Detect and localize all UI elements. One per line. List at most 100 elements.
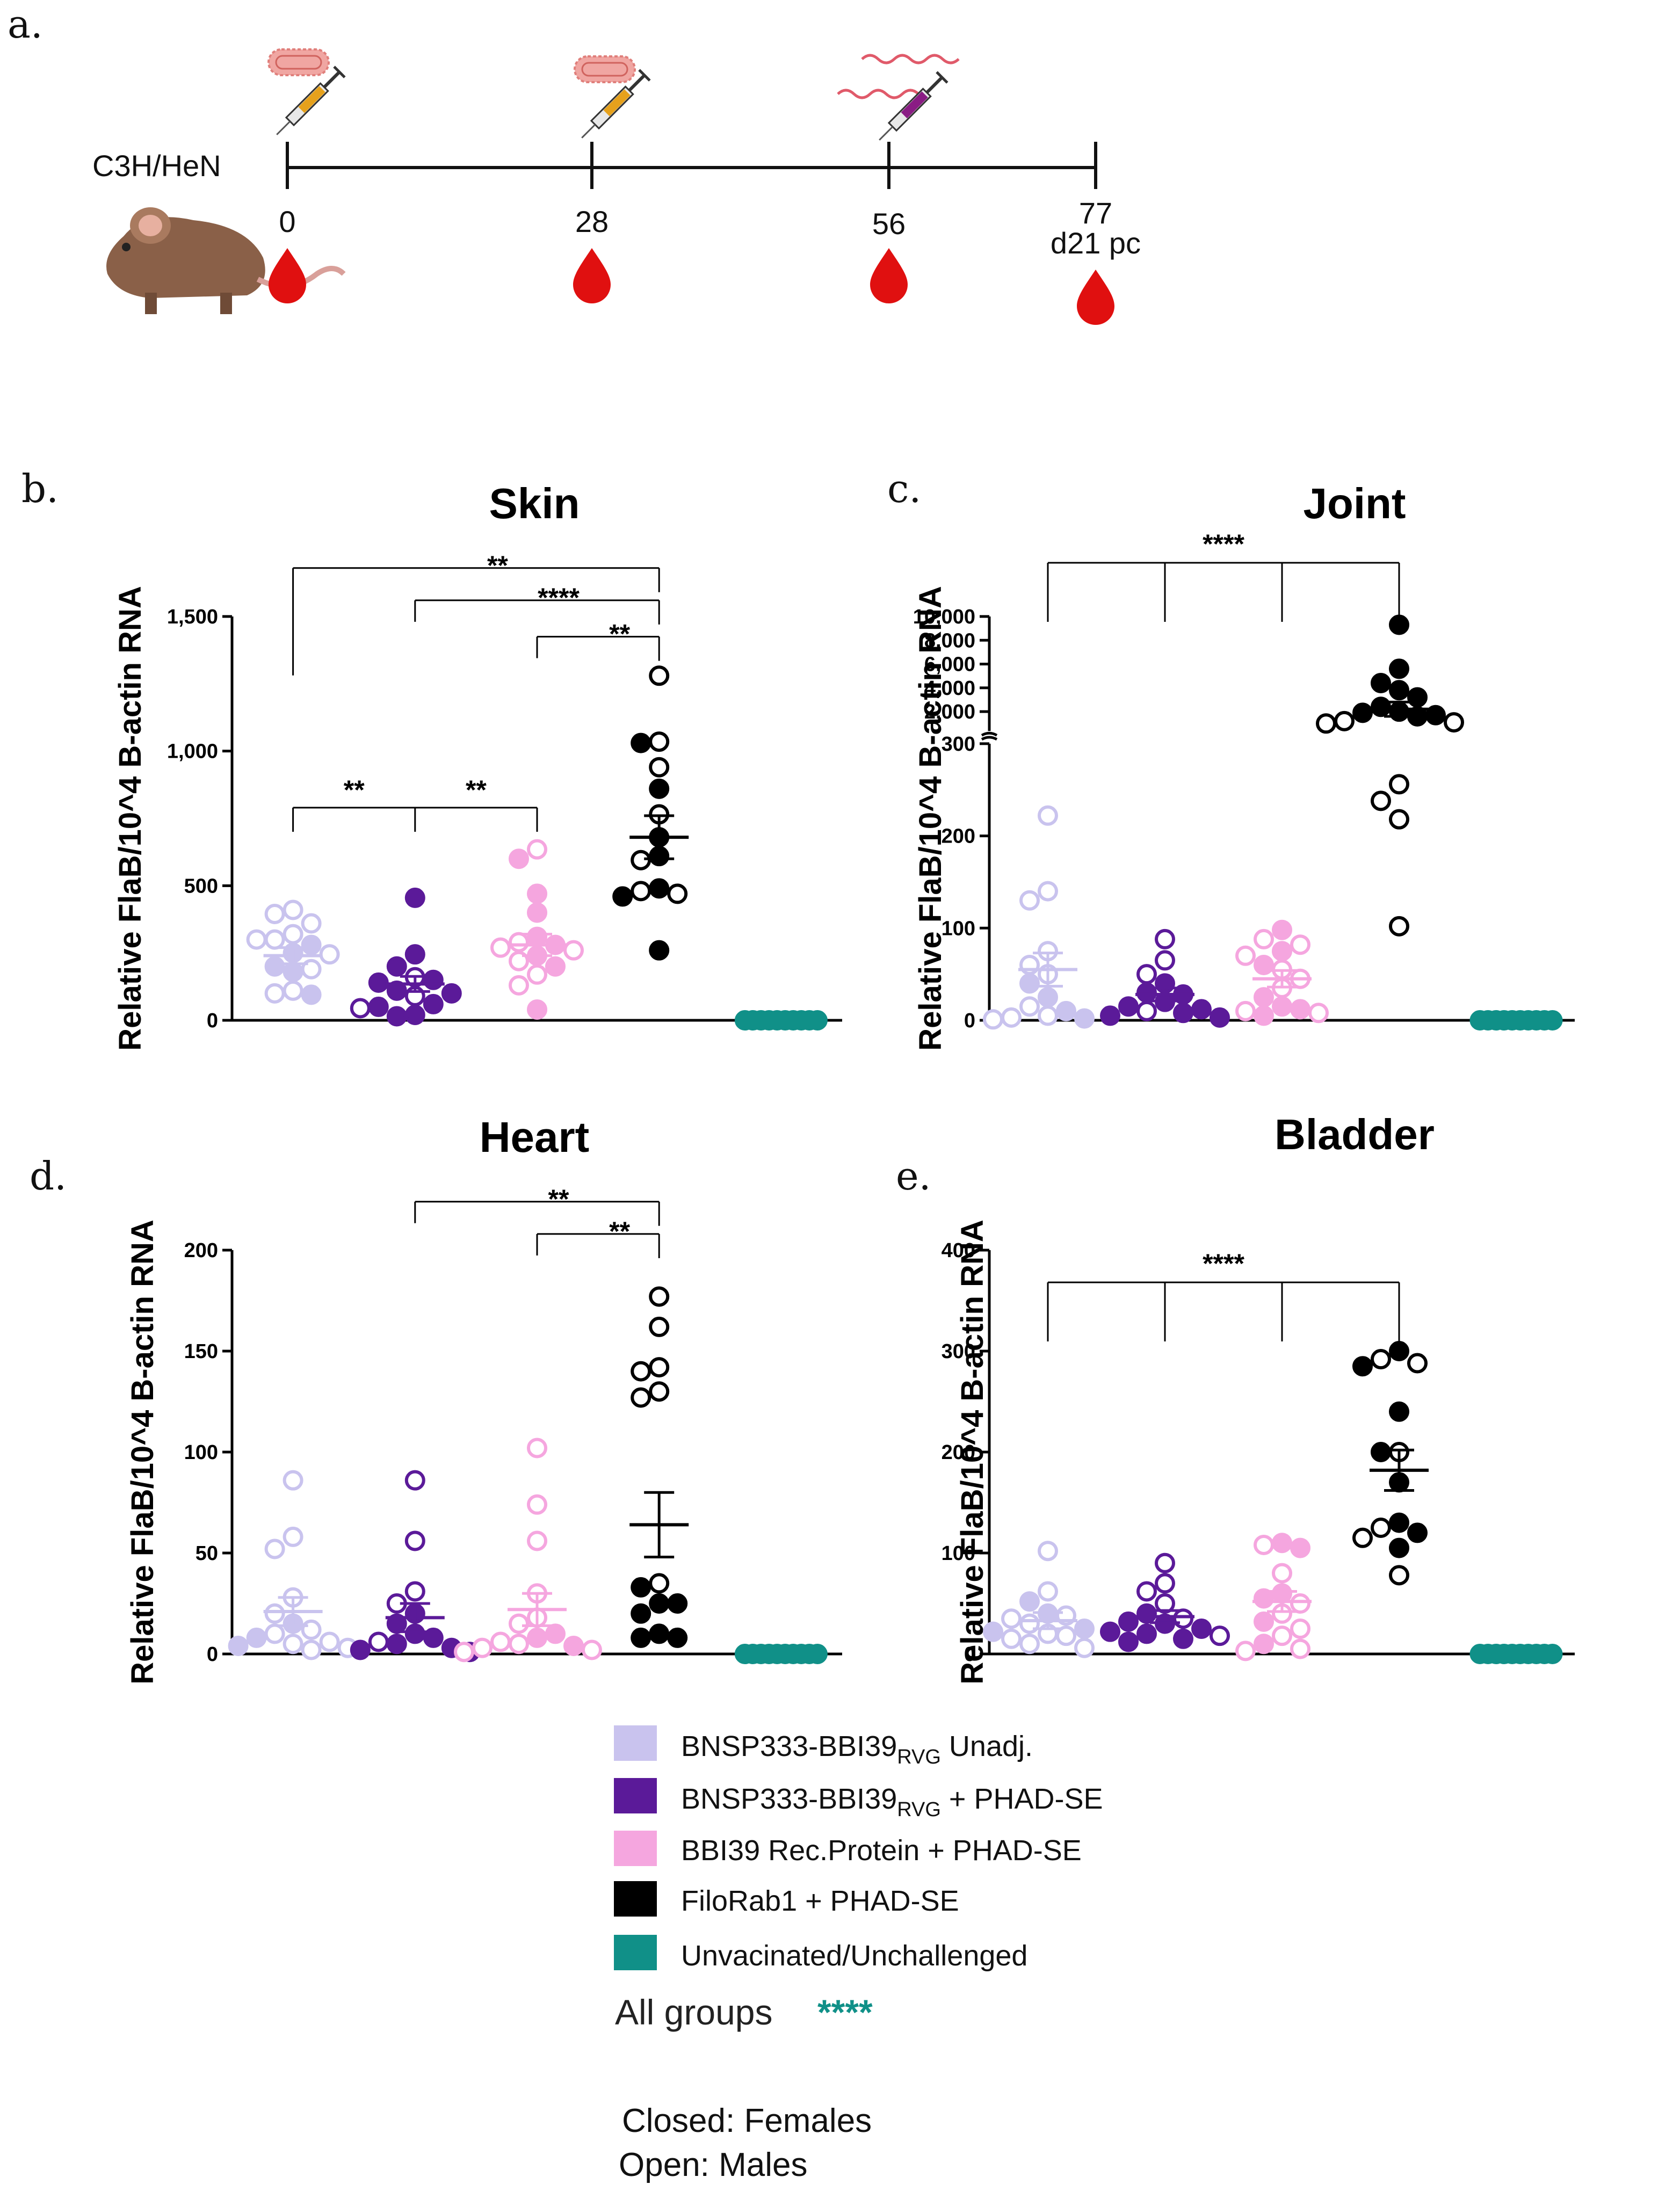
legend-swatch-3	[614, 1881, 657, 1917]
data-point-skin-group-3	[667, 883, 688, 904]
data-point-skin-group-3	[649, 878, 670, 899]
panel-label-bladder: e.	[896, 1153, 931, 1199]
data-point-bladder-group-3	[1371, 1442, 1391, 1462]
data-point-heart-group-3	[667, 1627, 688, 1648]
y-tick-label-joint: 2,000	[924, 701, 975, 723]
data-point-joint-group-3	[1389, 809, 1409, 830]
blood-drop-icon-day28	[573, 248, 611, 303]
data-point-bladder-group-1	[1155, 1552, 1175, 1573]
data-point-heart-group-2	[509, 1634, 529, 1654]
sig-label-skin: ****	[538, 583, 580, 613]
data-point-skin-group-1	[423, 969, 444, 990]
data-point-joint-group-3	[1352, 702, 1373, 723]
data-point-skin-group-0	[264, 929, 285, 950]
data-point-skin-group-2	[563, 940, 584, 961]
y-tick-label-bladder: 300	[942, 1340, 975, 1363]
data-point-skin-group-0	[301, 913, 322, 934]
data-point-bladder-group-0	[1038, 1541, 1058, 1562]
data-point-joint-group-0	[1019, 890, 1040, 911]
data-point-joint-group-1	[1100, 1005, 1120, 1026]
legend-label-2: BBI39 Rec.Protein + PHAD-SE	[681, 1834, 1082, 1867]
data-point-joint-group-0	[1038, 987, 1058, 1008]
data-point-heart-group-3	[631, 1577, 651, 1598]
y-tick-label-skin: 500	[184, 875, 218, 897]
data-point-skin-group-0	[319, 944, 340, 965]
data-point-joint-group-2	[1235, 1000, 1256, 1021]
timeline-panel: a. C3H/HeN 0 28 56 77 d21 pc	[8, 2, 1141, 325]
data-point-heart-group-0	[301, 1639, 322, 1660]
data-point-heart-group-2	[563, 1635, 584, 1656]
data-point-skin-group-0	[283, 961, 303, 982]
data-point-bladder-group-0	[1001, 1628, 1022, 1649]
data-point-heart-group-2	[472, 1637, 493, 1658]
legend-swatch-4	[614, 1935, 657, 1970]
syringe-icon-day56	[879, 71, 948, 141]
data-point-joint-group-0	[1038, 805, 1058, 826]
data-point-heart-group-3	[649, 1357, 670, 1378]
data-point-heart-group-2	[490, 1631, 511, 1652]
data-point-bladder-group-1	[1118, 1631, 1139, 1652]
data-point-heart-group-1	[404, 1581, 425, 1602]
y-axis-label-heart: Relative FlaB/10^4 B-actin RNA	[125, 1220, 160, 1684]
data-point-joint-group-1	[1136, 1000, 1157, 1021]
data-point-joint-group-3	[1425, 705, 1446, 725]
data-point-bladder-group-0	[1038, 1581, 1058, 1602]
data-point-bladder-group-3	[1389, 1512, 1409, 1533]
strain-label: C3H/HeN	[92, 149, 221, 183]
data-point-skin-group-3	[631, 850, 651, 870]
data-point-joint-group-2	[1272, 941, 1292, 962]
data-point-skin-group-2	[527, 902, 547, 923]
data-point-heart-group-2	[509, 1613, 529, 1634]
data-point-heart-group-3	[649, 1573, 670, 1594]
data-point-joint-group-2	[1254, 1005, 1274, 1026]
data-point-heart-group-0	[264, 1539, 285, 1559]
panel-label-a: a.	[8, 2, 43, 47]
data-point-bladder-group-0	[1001, 1608, 1022, 1629]
y-tick-label-joint: 0	[964, 1010, 975, 1032]
y-tick-label-joint: 10,000	[913, 606, 975, 628]
panel-label-joint: c.	[887, 466, 921, 511]
data-point-bladder-group-3	[1407, 1522, 1428, 1543]
data-point-heart-group-3	[667, 1593, 688, 1614]
data-point-heart-group-2	[527, 1438, 547, 1458]
data-point-skin-group-3	[649, 731, 670, 752]
legend-swatch-0	[614, 1725, 657, 1761]
panel-label-skin: b.	[21, 466, 59, 511]
data-point-heart-group-3	[631, 1603, 651, 1624]
data-point-bladder-group-1	[1136, 1581, 1157, 1602]
data-point-bladder-group-2	[1272, 1626, 1292, 1646]
chart-title-skin: Skin	[489, 480, 580, 527]
data-point-heart-group-3	[631, 1627, 651, 1648]
y-tick-label-joint: 4,000	[924, 677, 975, 700]
y-tick-label-skin: 0	[207, 1010, 218, 1032]
data-point-heart-group-4	[807, 1644, 828, 1664]
sig-label-heart: **	[548, 1184, 569, 1214]
data-point-skin-group-3	[649, 940, 670, 961]
data-point-joint-group-2	[1308, 1003, 1329, 1024]
y-tick-label-joint: 100	[942, 917, 975, 940]
data-point-skin-group-1	[441, 983, 462, 1004]
sig-label-skin: **	[344, 775, 365, 805]
panel-label-heart: d.	[30, 1153, 67, 1199]
data-point-joint-group-0	[1001, 1007, 1022, 1028]
data-point-bladder-group-2	[1290, 1537, 1310, 1558]
virus-icon-day0	[267, 48, 330, 76]
y-tick-label-heart: 100	[184, 1441, 218, 1464]
all-groups-label: All groups	[615, 1992, 773, 2032]
data-point-heart-group-0	[283, 1526, 303, 1547]
data-point-heart-group-1	[404, 1470, 425, 1491]
data-point-joint-group-1	[1136, 964, 1157, 985]
legend-label-4: Unvacinated/Unchallenged	[681, 1940, 1027, 1972]
data-point-joint-group-0	[1019, 996, 1040, 1017]
data-point-joint-group-3	[1444, 712, 1464, 733]
data-point-skin-group-0	[301, 984, 322, 1005]
y-tick-label-joint: 8,000	[924, 629, 975, 652]
data-point-bladder-group-1	[1136, 1603, 1157, 1624]
data-point-joint-group-2	[1290, 934, 1310, 955]
data-point-heart-group-1	[350, 1639, 371, 1660]
blood-drop-icon-day56	[870, 248, 908, 303]
virus-icon-day28	[574, 55, 636, 83]
data-point-bladder-group-3	[1371, 1518, 1391, 1538]
data-point-bladder-group-2	[1254, 1611, 1274, 1632]
